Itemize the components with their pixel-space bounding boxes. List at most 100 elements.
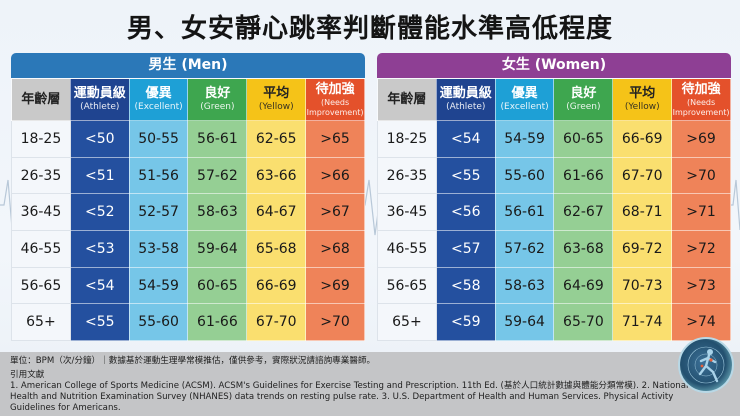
excellent-cell: 53-58 xyxy=(128,230,189,268)
needs-cell: >65 xyxy=(305,120,365,158)
age-cell: 56-65 xyxy=(11,266,71,305)
age-cell: 56-65 xyxy=(377,266,437,305)
col-green: 良好 (Green) xyxy=(187,78,248,121)
athlete-cell: <53 xyxy=(69,230,130,268)
excellent-cell: 54-59 xyxy=(128,266,189,305)
table-row: 18-25 <54 54-59 60-65 66-69 >69 xyxy=(377,120,731,158)
green-cell: 61-66 xyxy=(553,156,614,195)
yellow-cell: 63-66 xyxy=(246,156,307,195)
green-cell: 63-68 xyxy=(553,230,614,268)
excellent-cell: 54-59 xyxy=(494,120,555,158)
age-cell: 36-45 xyxy=(377,193,437,232)
excellent-cell: 55-60 xyxy=(494,156,555,195)
athlete-cell: <51 xyxy=(69,156,130,195)
excellent-cell: 51-56 xyxy=(128,156,189,195)
excellent-cell: 55-60 xyxy=(128,303,189,342)
col-excellent: 優異 (Excellent) xyxy=(494,78,555,121)
athlete-cell: <54 xyxy=(435,120,496,158)
excellent-cell: 58-63 xyxy=(494,266,555,305)
green-cell: 64-69 xyxy=(553,266,614,305)
table-row: 26-35 <55 55-60 61-66 67-70 >70 xyxy=(377,156,731,195)
needs-cell: >73 xyxy=(671,266,731,305)
age-cell: 18-25 xyxy=(11,120,71,158)
age-cell: 36-45 xyxy=(11,193,71,232)
age-cell: 26-35 xyxy=(11,156,71,195)
athlete-cell: <55 xyxy=(69,303,130,342)
table-row: 36-45 <56 56-61 62-67 68-71 >71 xyxy=(377,193,731,232)
needs-cell: >67 xyxy=(305,193,365,232)
excellent-cell: 57-62 xyxy=(494,230,555,268)
green-cell: 65-70 xyxy=(553,303,614,342)
col-excellent: 優異 (Excellent) xyxy=(128,78,189,121)
table-row: 26-35 <51 51-56 57-62 63-66 >66 xyxy=(11,156,365,195)
women-header: 女生 (Women) xyxy=(377,53,731,78)
col-needs-improvement: 待加強 (Needs Improvement) xyxy=(671,78,731,121)
yellow-cell: 66-69 xyxy=(246,266,307,305)
green-cell: 56-61 xyxy=(187,120,248,158)
yellow-cell: 70-73 xyxy=(612,266,673,305)
needs-cell: >70 xyxy=(305,303,365,342)
green-cell: 62-67 xyxy=(553,193,614,232)
references-text: 1. American College of Sports Medicine (… xyxy=(10,381,689,413)
yellow-cell: 68-71 xyxy=(612,193,673,232)
col-age: 年齡層 xyxy=(377,78,437,121)
runner-anatomy-badge-icon xyxy=(678,337,734,393)
age-cell: 65+ xyxy=(377,303,437,342)
table-row: 46-55 <57 57-62 63-68 69-72 >72 xyxy=(377,230,731,268)
green-cell: 57-62 xyxy=(187,156,248,195)
green-cell: 59-64 xyxy=(187,230,248,268)
needs-cell: >70 xyxy=(671,156,731,195)
yellow-cell: 67-70 xyxy=(246,303,307,342)
col-yellow: 平均 (Yellow) xyxy=(612,78,673,121)
green-cell: 58-63 xyxy=(187,193,248,232)
athlete-cell: <52 xyxy=(69,193,130,232)
table-row: 65+ <59 59-64 65-70 71-74 >74 xyxy=(377,303,731,342)
women-table-panel: 女生 (Women) 年齡層 運動員級 (Athlete) 優異 (Excellen… xyxy=(377,53,731,342)
page-title: 男、女安靜心跳率判斷體能水準高低程度 xyxy=(126,14,613,44)
table-row: 18-25 <50 50-55 56-61 62-65 >65 xyxy=(11,120,365,158)
col-athlete: 運動員級 (Athlete) xyxy=(435,78,496,121)
col-needs-improvement: 待加強 (Needs Improvement) xyxy=(305,78,365,121)
yellow-cell: 64-67 xyxy=(246,193,307,232)
excellent-cell: 50-55 xyxy=(128,120,189,158)
needs-cell: >74 xyxy=(671,303,731,342)
needs-cell: >68 xyxy=(305,230,365,268)
age-cell: 46-55 xyxy=(377,230,437,268)
athlete-cell: <58 xyxy=(435,266,496,305)
age-cell: 26-35 xyxy=(377,156,437,195)
table-row: 46-55 <53 53-58 59-64 65-68 >68 xyxy=(11,230,365,268)
needs-cell: >69 xyxy=(305,266,365,305)
col-athlete: 運動員級 (Athlete) xyxy=(69,78,130,121)
needs-cell: >72 xyxy=(671,230,731,268)
yellow-cell: 62-65 xyxy=(246,120,307,158)
needs-cell: >71 xyxy=(671,193,731,232)
col-green: 良好 (Green) xyxy=(553,78,614,121)
excellent-cell: 59-64 xyxy=(494,303,555,342)
yellow-cell: 66-69 xyxy=(612,120,673,158)
men-table: 年齡層 運動員級 (Athlete) 優異 (Excellent) 良好 (Green… xyxy=(11,78,365,342)
col-yellow: 平均 (Yellow) xyxy=(246,78,307,121)
col-age: 年齡層 xyxy=(11,78,71,121)
age-cell: 65+ xyxy=(11,303,71,342)
green-cell: 61-66 xyxy=(187,303,248,342)
athlete-cell: <50 xyxy=(69,120,130,158)
green-cell: 60-65 xyxy=(187,266,248,305)
unit-note: 單位：BPM（次/分鐘）｜數據基於運動生理學常模推估，僅供參考，實際狀況請諮詢專… xyxy=(10,356,376,366)
athlete-cell: <59 xyxy=(435,303,496,342)
athlete-cell: <54 xyxy=(69,266,130,305)
athlete-cell: <57 xyxy=(435,230,496,268)
yellow-cell: 67-70 xyxy=(612,156,673,195)
athlete-cell: <55 xyxy=(435,156,496,195)
yellow-cell: 71-74 xyxy=(612,303,673,342)
men-header: 男生 (Men) xyxy=(11,53,365,78)
table-row: 65+ <55 55-60 61-66 67-70 >70 xyxy=(11,303,365,342)
men-table-panel: 男生 (Men) 年齡層 運動員級 (Athlete) 優異 (Excellent)… xyxy=(11,53,365,342)
references-title: 引用文獻 xyxy=(10,370,45,380)
table-row: 36-45 <52 52-57 58-63 64-67 >67 xyxy=(11,193,365,232)
table-row: 56-65 <54 54-59 60-65 66-69 >69 xyxy=(11,266,365,305)
yellow-cell: 69-72 xyxy=(612,230,673,268)
needs-cell: >69 xyxy=(671,120,731,158)
women-table: 年齡層 運動員級 (Athlete) 優異 (Excellent) 良好 (Green… xyxy=(377,78,731,342)
green-cell: 60-65 xyxy=(553,120,614,158)
age-cell: 46-55 xyxy=(11,230,71,268)
